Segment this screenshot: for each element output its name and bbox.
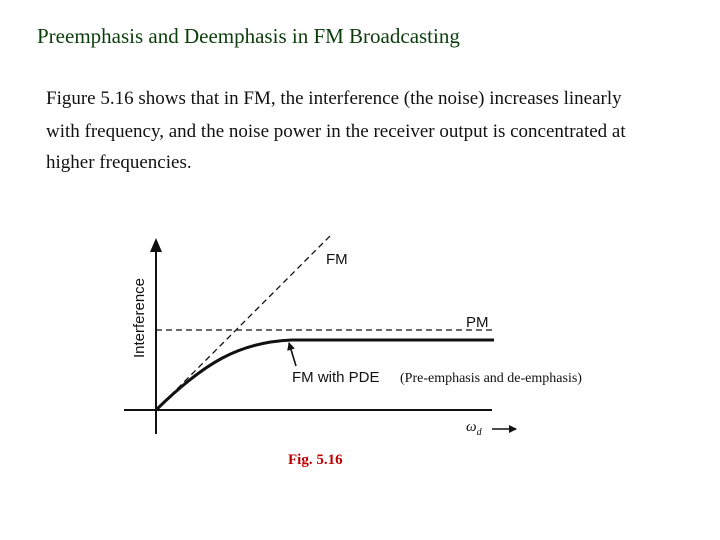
fm-line [155,235,331,411]
y-axis-label: Interference [131,278,148,358]
paragraph-line-3: higher frequencies. [46,152,192,173]
fm-pde-pointer-arrow [287,342,297,367]
fm-pde-label: FM with PDE [292,369,380,386]
paragraph-line-1: Figure 5.16 shows that in FM, the interf… [46,88,622,109]
fm-pde-curve [154,338,494,412]
fm-label: FM [326,251,348,268]
x-axis-symbol: ω [466,419,477,435]
figure-caption: Fig. 5.16 [288,452,343,468]
paragraph-line-2: with frequency, and the noise power in t… [46,121,626,142]
x-axis-subscript: d [477,427,483,438]
y-axis-arrow [150,238,162,252]
x-axis-label: ωd [466,419,483,438]
pm-label: PM [466,314,489,331]
slide-title: Preemphasis and Deemphasis in FM Broadca… [37,24,460,48]
fm-pde-note: (Pre-emphasis and de-emphasis) [400,371,582,386]
